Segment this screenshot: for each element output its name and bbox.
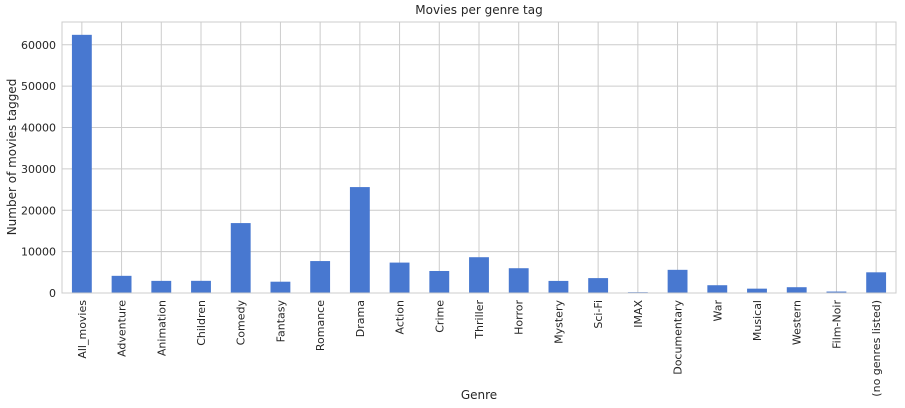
x-tick-label: IMAX	[632, 300, 645, 328]
y-tick-label: 10000	[21, 246, 56, 259]
bar-mystery	[548, 280, 569, 293]
bar-all-movies	[71, 34, 92, 293]
x-tick-label: Children	[195, 300, 208, 346]
x-tick-label: Drama	[354, 300, 367, 337]
bar-musical	[747, 288, 767, 293]
bar-animation	[151, 280, 172, 293]
y-tick-label: 20000	[21, 204, 56, 217]
x-tick-label: Western	[791, 300, 804, 345]
chart-title: Movies per genre tag	[415, 3, 542, 17]
x-tick-label: Animation	[155, 300, 168, 356]
bar-documentary	[667, 269, 688, 293]
x-tick-label: Film-Noir	[830, 300, 843, 349]
bar-war	[707, 285, 728, 293]
x-tick-label: Romance	[314, 300, 327, 351]
x-tick-label: (no genres listed)	[870, 300, 883, 397]
y-axis-title: Number of movies tagged	[5, 79, 19, 236]
x-tick-label: Comedy	[235, 300, 248, 346]
y-tick-label: 50000	[21, 80, 56, 93]
bars	[71, 34, 887, 293]
bar-western	[786, 287, 807, 293]
y-tick-label: 0	[49, 287, 56, 300]
x-tick-label: All_movies	[76, 300, 89, 359]
x-axis-title: Genre	[461, 388, 497, 402]
bar-fantasy	[270, 281, 291, 293]
y-tick-label: 60000	[21, 39, 56, 52]
bar-action	[389, 262, 410, 293]
bar-children	[191, 280, 211, 293]
x-tick-label: Mystery	[552, 300, 565, 344]
bar-film-noir	[826, 291, 847, 293]
bar-crime	[429, 270, 450, 293]
y-tick-label: 40000	[21, 122, 56, 135]
bar-horror	[508, 268, 529, 293]
x-tick-label: Crime	[433, 300, 446, 333]
x-axis-ticks: All_movies Adventure Animation Children Come…	[76, 300, 883, 397]
x-tick-label: Thriller	[473, 300, 486, 340]
x-tick-label: Horror	[513, 300, 526, 335]
x-tick-label: Action	[394, 300, 407, 334]
bar-comedy	[230, 223, 251, 293]
bar-thriller	[469, 257, 489, 293]
grid	[62, 22, 896, 294]
bar-adventure	[111, 275, 132, 293]
plot-frame	[61, 21, 897, 294]
x-tick-label: Sci-Fi	[592, 300, 605, 329]
y-axis-ticks: 0 10000 20000 30000 40000 50000 60000	[21, 39, 56, 300]
x-tick-label: Adventure	[116, 300, 129, 357]
bar-drama	[349, 187, 370, 293]
bar-romance	[310, 261, 331, 293]
bar-sci-fi	[588, 278, 609, 293]
x-tick-label: War	[711, 300, 724, 322]
x-tick-label: Documentary	[672, 300, 685, 375]
x-tick-label: Musical	[751, 300, 764, 341]
y-tick-label: 30000	[21, 163, 56, 176]
x-tick-label: Fantasy	[274, 300, 287, 343]
bar-no-genres-listed	[866, 272, 887, 293]
